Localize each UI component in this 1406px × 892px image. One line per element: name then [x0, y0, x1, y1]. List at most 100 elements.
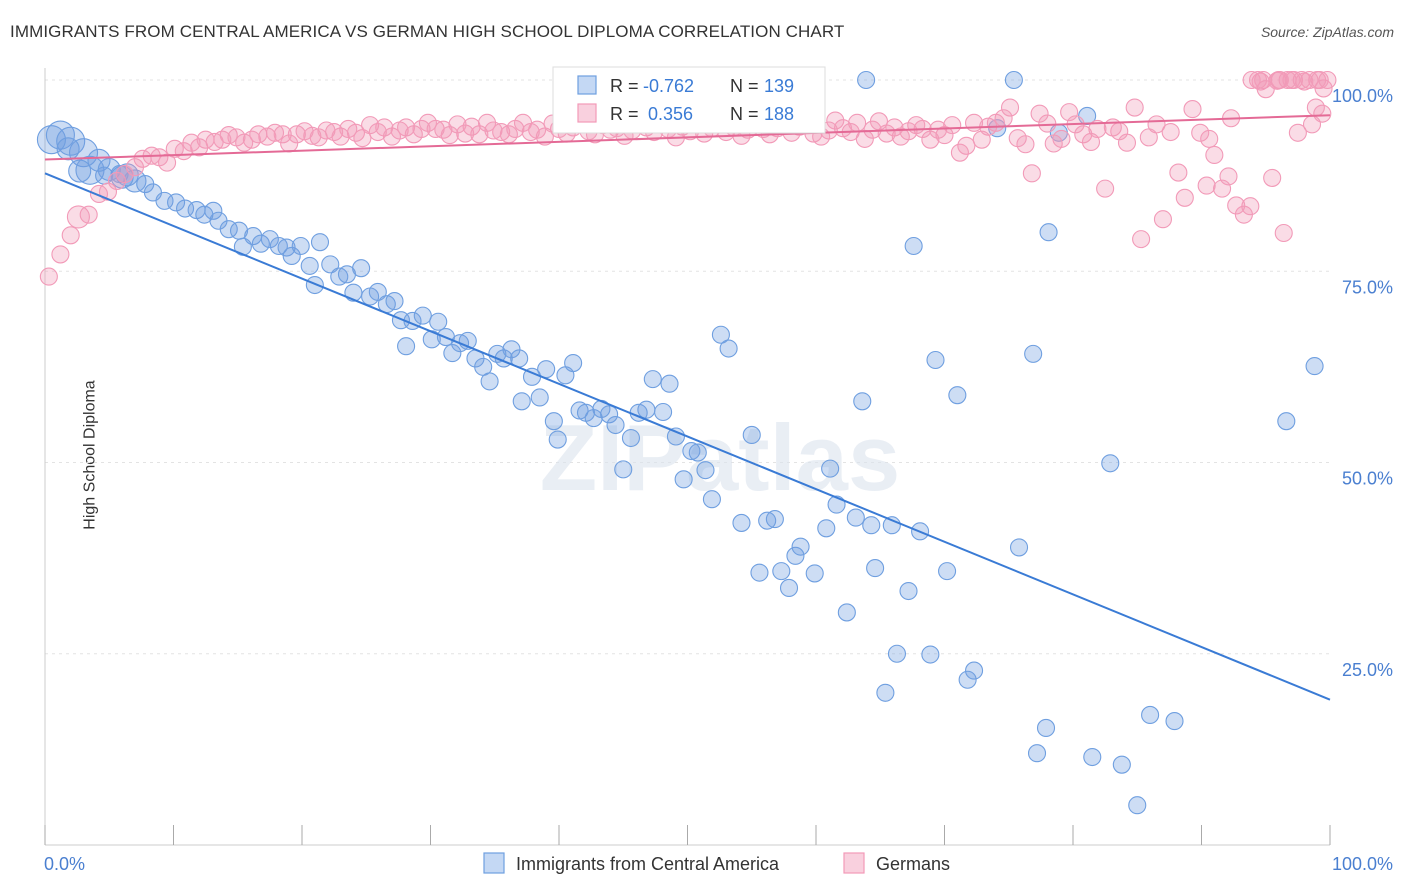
point-central-america [1024, 344, 1043, 363]
point-germans [79, 205, 98, 224]
stats-r-value-germans: 0.356 [643, 104, 693, 124]
point-central-america [827, 495, 846, 514]
point-central-america [87, 148, 111, 172]
point-germans [1000, 98, 1020, 117]
x-tick-label-max: 100.0% [1332, 854, 1393, 874]
point-germans [115, 165, 134, 184]
point-central-america [758, 511, 777, 530]
point-germans [1125, 98, 1144, 117]
y-tick-label: 50.0% [1342, 469, 1393, 489]
legend: Immigrants from Central America Germans [483, 852, 950, 874]
point-germans [1117, 133, 1137, 152]
source-credit: Source: ZipAtlas.com [1260, 24, 1394, 40]
point-central-america [837, 603, 856, 622]
point-germans [957, 136, 976, 155]
point-central-america [887, 644, 907, 663]
point-germans [477, 113, 497, 132]
point-central-america [786, 546, 805, 565]
point-germans [1074, 125, 1093, 144]
point-germans [1052, 129, 1071, 148]
point-germans [158, 153, 177, 172]
point-germans [1096, 179, 1115, 198]
point-germans [1242, 70, 1261, 90]
y-tick-label: 25.0% [1342, 660, 1393, 680]
point-germans [528, 120, 547, 139]
point-central-america [614, 460, 633, 479]
point-central-america [958, 670, 977, 689]
point-central-america [862, 516, 881, 535]
point-central-america [123, 169, 147, 193]
point-germans [1161, 122, 1180, 142]
stats-n-label-germans: N = [730, 104, 759, 124]
point-central-america [899, 581, 918, 601]
point-central-america [56, 137, 80, 161]
point-germans [1169, 163, 1188, 182]
point-central-america [948, 386, 967, 405]
point-germans [51, 245, 70, 264]
point-central-america [413, 306, 432, 325]
point-central-america [765, 510, 784, 529]
point-central-america [1009, 538, 1029, 557]
point-central-america [155, 191, 174, 210]
point-central-america [965, 661, 984, 680]
axes [44, 68, 1331, 846]
point-central-america [719, 339, 738, 358]
point-central-america [621, 428, 641, 448]
point-central-america [654, 402, 673, 422]
point-germans [456, 124, 475, 143]
point-central-america [853, 392, 872, 411]
point-central-america [732, 513, 751, 532]
point-central-america [846, 508, 865, 527]
stats-r-label-germans: R = [610, 104, 639, 124]
point-central-america [502, 340, 521, 359]
point-central-america [530, 388, 549, 407]
point-central-america [176, 199, 195, 218]
point-central-america [36, 125, 66, 155]
point-germans [66, 205, 90, 229]
point-germans [107, 171, 127, 191]
point-germans [1022, 164, 1041, 183]
point-germans [1308, 70, 1327, 90]
point-central-america [600, 405, 619, 424]
point-germans [325, 122, 344, 142]
point-central-america [1036, 718, 1056, 738]
point-central-america [564, 353, 583, 373]
point-germans [303, 126, 322, 145]
point-central-america [305, 275, 324, 295]
series-central-america-points [36, 70, 1324, 815]
point-germans [375, 118, 394, 137]
point-germans [921, 130, 940, 149]
point-central-america [1277, 412, 1296, 431]
point-central-america [643, 370, 662, 389]
trend-line-central-america [44, 172, 1331, 701]
point-germans [950, 143, 969, 162]
legend-label-central-america: Immigrants from Central America [516, 854, 780, 874]
legend-label-germans: Germans [876, 854, 950, 874]
point-central-america [69, 138, 99, 168]
point-germans [331, 127, 350, 146]
point-central-america [1101, 454, 1120, 473]
point-germans [213, 130, 232, 149]
point-central-america [696, 461, 715, 480]
stats-n-value-central-america: 139 [764, 76, 794, 96]
point-central-america [397, 337, 416, 356]
point-germans [397, 118, 416, 137]
point-central-america [251, 234, 270, 253]
point-central-america [512, 392, 531, 411]
point-central-america [1305, 357, 1324, 376]
x-tick-label-min: 0.0% [44, 854, 85, 874]
trend-line-germans [44, 114, 1331, 161]
point-central-america [480, 372, 499, 391]
stats-swatch-germans [577, 103, 597, 123]
point-central-america [548, 430, 567, 449]
gridlines [45, 79, 1330, 655]
point-central-america [321, 255, 340, 274]
point-germans [1183, 100, 1202, 119]
point-central-america [204, 201, 223, 220]
point-germans [368, 122, 387, 142]
point-germans [1088, 119, 1107, 139]
point-central-america [702, 490, 721, 509]
stats-swatch-central-america [577, 75, 597, 95]
point-central-america [167, 193, 186, 212]
stats-box-frame [552, 66, 826, 134]
